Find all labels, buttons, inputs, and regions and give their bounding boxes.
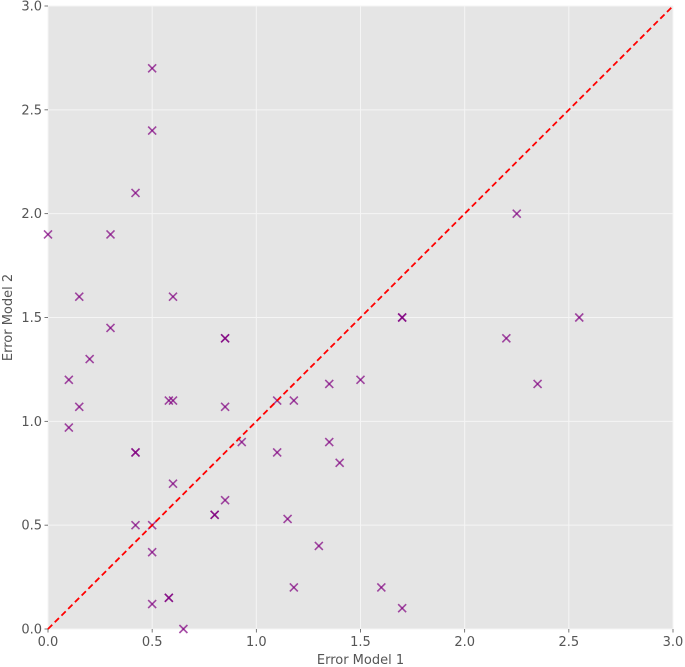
x-marker-point [272,447,282,458]
x-marker-point [168,479,178,489]
x-marker-point [130,520,141,530]
x-marker-point [164,593,174,603]
x-marker-point [85,354,95,364]
x-marker-point [335,458,345,468]
y-tick-label: 0.0 [21,623,42,638]
x-marker-point [376,582,386,593]
y-tick-label: 2.0 [21,207,42,222]
data-points [43,63,584,634]
x-marker-point [355,375,366,385]
x-marker-point [210,510,220,520]
x-marker-point [64,422,74,433]
y-axis-label: Error Model 2 [1,274,16,361]
x-marker-point [220,495,230,505]
x-marker-point [314,541,324,551]
x-marker-point [74,402,84,412]
x-marker-point [130,188,141,198]
x-marker-point [283,514,293,524]
x-tick-label: 3.0 [663,635,684,650]
x-marker-point [64,375,74,385]
y-tick-label: 2.5 [21,103,42,118]
x-marker-point [533,379,543,389]
x-marker-point [178,624,188,634]
x-marker-point [147,547,157,557]
x-marker-point [168,396,178,406]
x-marker-point [105,229,116,239]
x-marker-point [397,603,407,613]
x-marker-point [147,599,157,609]
x-marker-point [220,333,230,343]
x-tick-label: 2.5 [558,635,579,650]
y-tick-label: 1.5 [21,311,42,326]
x-marker-point [43,229,53,239]
x-marker-point [220,402,230,412]
x-tick-label: 0.5 [142,635,163,650]
x-tick-label: 1.0 [246,635,267,650]
x-marker-point [164,396,174,406]
x-marker-point [289,396,299,406]
y-tick-label: 0.5 [21,519,42,534]
x-tick-label: 0.0 [38,635,59,650]
x-axis-ticks: 0.0 0.5 1.0 1.5 2.0 2.5 3.0 [38,629,684,650]
x-marker-point [574,312,584,323]
x-tick-label: 1.5 [350,635,371,650]
x-marker-point [130,447,141,458]
x-marker-point [74,292,84,302]
x-marker-point [147,126,157,136]
x-marker-point [168,292,178,302]
x-marker-point [289,582,299,593]
y-axis-ticks: 0.0 0.5 1.0 1.5 2.0 2.5 3.0 [21,0,48,638]
reference-diagonal-line [47,5,674,630]
x-tick-label: 2.0 [454,635,475,650]
x-marker-point [147,63,157,73]
x-marker-point [324,379,334,389]
y-tick-label: 3.0 [21,0,42,15]
x-marker-point [324,437,334,447]
x-marker-point [105,323,116,333]
y-tick-label: 1.0 [21,415,42,430]
x-marker-point [512,209,522,219]
x-marker-point [397,312,407,323]
x-marker-point [501,333,511,343]
x-axis-label: Error Model 1 [317,653,404,667]
